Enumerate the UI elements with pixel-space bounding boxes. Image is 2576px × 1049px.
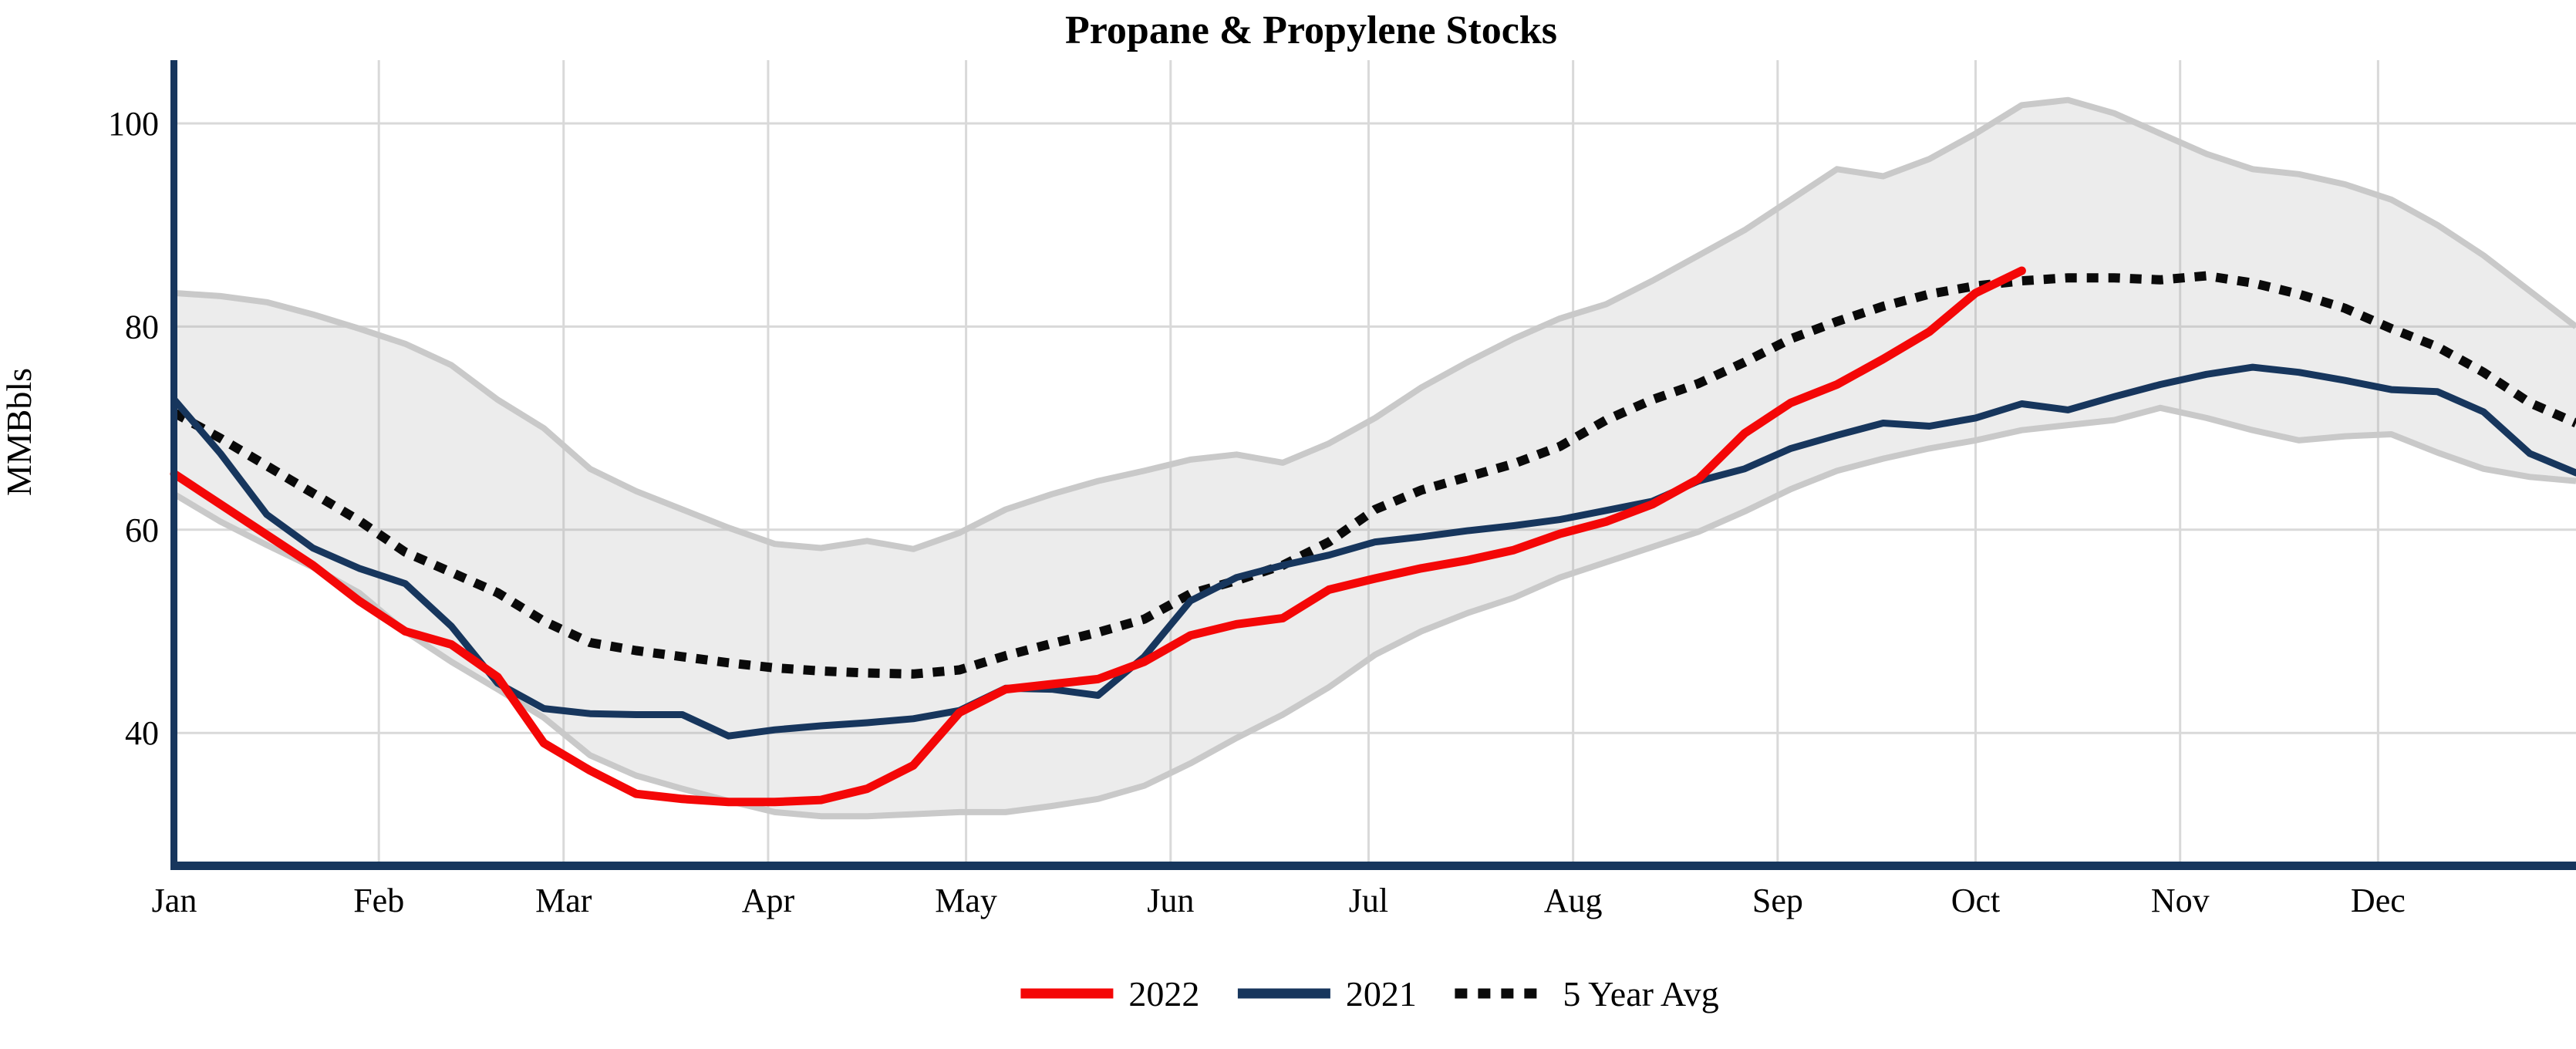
series-line-5-year-avg (172, 271, 2576, 679)
x-tick-label-feb: Feb (353, 882, 404, 919)
y-tick-label-60: 60 (125, 511, 159, 549)
legend-label-2022: 2022 (1128, 974, 1199, 1014)
x-tick-label-mar: Mar (535, 882, 592, 919)
y-tick-label-40: 40 (125, 714, 159, 752)
legend-label-5-year-avg: 5 Year Avg (1563, 974, 1718, 1014)
five-year-range-top-edge (174, 96, 2576, 552)
data-series (170, 266, 2576, 807)
series-line-2022 (170, 266, 2026, 807)
five-year-range-fill (174, 100, 2576, 817)
x-tick-label-apr: Apr (742, 882, 795, 919)
x-tick-label-oct: Oct (1951, 882, 2001, 919)
x-tick-label-jun: Jun (1147, 882, 1194, 919)
legend: 2022 2021 5 Year Avg (1020, 974, 1719, 1014)
axis-tick-labels: 100 80 60 40 Jan Feb Mar Apr May Jun Jul Aug Sep Oct N… (108, 105, 2406, 919)
y-tick-label-100: 100 (108, 105, 159, 143)
x-tick-label-jul: Jul (1349, 882, 1388, 919)
series-line-2021 (170, 363, 2576, 740)
x-tick-label-dec: Dec (2351, 882, 2406, 919)
y-tick-label-80: 80 (125, 308, 159, 346)
legend-label-2021: 2021 (1346, 974, 1417, 1014)
x-tick-label-jan: Jan (152, 882, 197, 919)
chart-title: Propane & Propylene Stocks (1065, 8, 1557, 52)
y-axis-spine (170, 60, 177, 870)
x-axis-spine (170, 862, 2576, 870)
y-axis-label: MMBbls (0, 368, 39, 496)
x-tick-label-may: May (935, 882, 997, 919)
x-tick-label-nov: Nov (2151, 882, 2210, 919)
axis-spines (170, 60, 2576, 870)
five-year-range-band (172, 96, 2576, 820)
x-tick-label-aug: Aug (1544, 882, 1603, 919)
five-year-range-bottom-edge (172, 404, 2576, 820)
x-tick-label-sep: Sep (1752, 882, 1803, 919)
